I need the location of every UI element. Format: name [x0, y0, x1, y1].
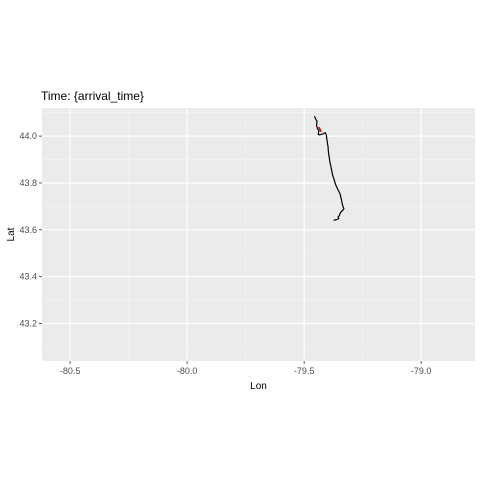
- y-tick-label: 43.8: [19, 178, 37, 188]
- plot-panel: [42, 108, 475, 361]
- y-axis-title: Lat: [6, 227, 17, 241]
- x-axis-ticks: -80.5 -80.0 -79.5 -79.0: [60, 361, 432, 376]
- x-tick-label: -79.5: [294, 366, 315, 376]
- route-line: [314, 116, 345, 221]
- x-tick-label: -80.0: [177, 366, 198, 376]
- major-gridlines: [42, 108, 475, 361]
- y-tick-label: 43.2: [19, 319, 37, 329]
- y-axis-ticks: 43.2 43.4 43.6 43.8 44.0: [19, 131, 42, 329]
- minor-gridlines: [42, 108, 475, 361]
- y-tick-label: 43.4: [19, 272, 37, 282]
- highlighted-route-segment: [318, 126, 322, 132]
- x-axis-title: Lon: [250, 381, 267, 392]
- series-layer: [314, 116, 345, 221]
- y-tick-label: 43.6: [19, 225, 37, 235]
- chart-title: Time: {arrival_time}: [41, 89, 144, 103]
- x-tick-label: -80.5: [60, 366, 81, 376]
- y-tick-label: 44.0: [19, 131, 37, 141]
- x-tick-label: -79.0: [411, 366, 432, 376]
